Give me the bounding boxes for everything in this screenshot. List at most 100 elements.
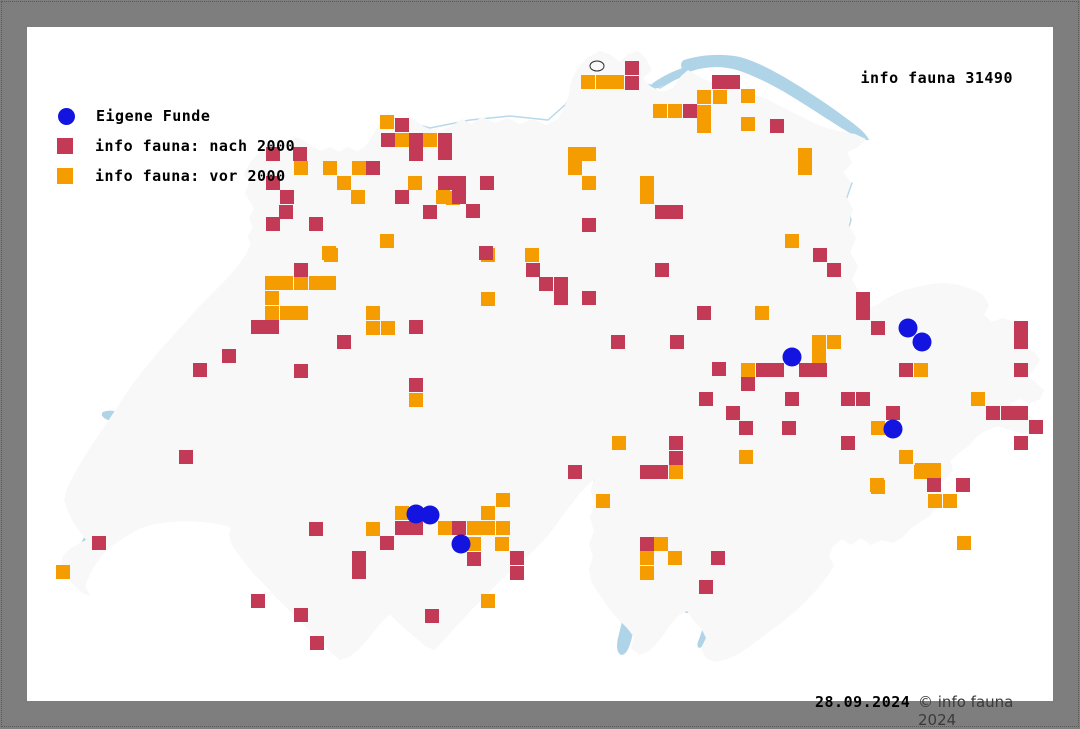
marker-nach-2000	[712, 75, 726, 89]
marker-vor-2000	[971, 392, 985, 406]
marker-vor-2000	[324, 248, 338, 262]
marker-nach-2000	[539, 277, 553, 291]
marker-nach-2000	[640, 537, 654, 551]
marker-vor-2000	[467, 521, 481, 535]
marker-nach-2000	[395, 521, 409, 535]
marker-vor-2000	[943, 494, 957, 508]
marker-vor-2000	[640, 176, 654, 190]
marker-nach-2000	[395, 190, 409, 204]
marker-nach-2000	[280, 190, 294, 204]
marker-nach-2000	[986, 406, 1000, 420]
marker-nach-2000	[611, 335, 625, 349]
marker-vor-2000	[265, 276, 279, 290]
marker-vor-2000	[640, 551, 654, 565]
marker-nach-2000	[582, 291, 596, 305]
legend-item-eigene-funde: Eigene Funde	[57, 101, 295, 131]
marker-nach-2000	[479, 246, 493, 260]
marker-nach-2000	[1014, 335, 1028, 349]
marker-nach-2000	[770, 119, 784, 133]
marker-vor-2000	[568, 147, 582, 161]
marker-vor-2000	[582, 176, 596, 190]
marker-vor-2000	[366, 306, 380, 320]
marker-vor-2000	[294, 161, 308, 175]
marker-nach-2000	[899, 363, 913, 377]
marker-vor-2000	[914, 363, 928, 377]
observation-points-layer	[56, 61, 1043, 650]
marker-nach-2000	[799, 363, 813, 377]
marker-vor-2000	[481, 292, 495, 306]
map-panel: info fauna 31490 Eigene Funde info fauna…	[27, 27, 1053, 729]
marker-nach-2000	[409, 521, 423, 535]
marker-nach-2000	[510, 566, 524, 580]
marker-vor-2000	[265, 306, 279, 320]
marker-vor-2000	[697, 90, 711, 104]
marker-nach-2000	[352, 551, 366, 565]
marker-vor-2000	[495, 537, 509, 551]
marker-vor-2000	[323, 161, 337, 175]
marker-eigene-funde	[420, 505, 440, 525]
marker-nach-2000	[337, 335, 351, 349]
marker-eigene-funde	[406, 504, 426, 524]
marker-eigene-funde	[782, 347, 802, 367]
marker-nach-2000	[856, 392, 870, 406]
marker-nach-2000	[654, 465, 668, 479]
marker-vor-2000	[596, 494, 610, 508]
marker-vor-2000	[366, 522, 380, 536]
marker-nach-2000	[381, 133, 395, 147]
marker-vor-2000	[610, 75, 624, 89]
marker-vor-2000	[927, 465, 941, 479]
marker-nach-2000	[785, 392, 799, 406]
marker-nach-2000	[467, 552, 481, 566]
marker-nach-2000	[856, 292, 870, 306]
marker-vor-2000	[755, 306, 769, 320]
marker-vor-2000	[640, 190, 654, 204]
marker-vor-2000	[899, 450, 913, 464]
marker-vor-2000	[294, 276, 308, 290]
marker-vor-2000	[280, 306, 294, 320]
marker-vor-2000	[294, 306, 308, 320]
marker-nach-2000	[293, 147, 307, 161]
marker-nach-2000	[1014, 406, 1028, 420]
marker-nach-2000	[452, 190, 466, 204]
marker-vor-2000	[871, 421, 885, 435]
marker-nach-2000	[813, 363, 827, 377]
marker-vor-2000	[612, 436, 626, 450]
marker-nach-2000	[294, 364, 308, 378]
lake-constance	[681, 54, 869, 141]
legend: Eigene Funde info fauna: nach 2000 info …	[57, 101, 295, 191]
marker-vor-2000	[812, 335, 826, 349]
marker-vor-2000	[322, 276, 336, 290]
marker-vor-2000	[581, 75, 595, 89]
marker-nach-2000	[409, 378, 423, 392]
marker-vor-2000	[582, 147, 596, 161]
marker-vor-2000	[870, 478, 884, 492]
marker-eigene-funde	[898, 318, 918, 338]
marker-nach-2000	[266, 176, 280, 190]
marker-nach-2000	[670, 335, 684, 349]
marker-nach-2000	[856, 306, 870, 320]
marker-nach-2000	[726, 75, 740, 89]
marker-nach-2000	[669, 451, 683, 465]
marker-nach-2000	[265, 320, 279, 334]
marker-nach-2000	[1014, 363, 1028, 377]
marker-nach-2000	[92, 536, 106, 550]
buesingen-enclave	[589, 60, 605, 72]
marker-nach-2000	[380, 536, 394, 550]
marker-nach-2000	[625, 61, 639, 75]
marker-vor-2000	[798, 161, 812, 175]
marker-vor-2000	[827, 335, 841, 349]
marker-nach-2000	[841, 392, 855, 406]
marker-vor-2000	[741, 117, 755, 131]
legend-label: Eigene Funde	[96, 107, 211, 125]
marker-nach-2000	[266, 217, 280, 231]
marker-nach-2000	[669, 205, 683, 219]
marker-vor-2000	[380, 115, 394, 129]
orange-square-marker-icon	[57, 168, 73, 184]
marker-vor-2000	[496, 493, 510, 507]
marker-vor-2000	[408, 176, 422, 190]
legend-label: info fauna: nach 2000	[95, 137, 296, 155]
marker-vor-2000	[423, 133, 437, 147]
marker-nach-2000	[741, 377, 755, 391]
marker-nach-2000	[1001, 406, 1015, 420]
